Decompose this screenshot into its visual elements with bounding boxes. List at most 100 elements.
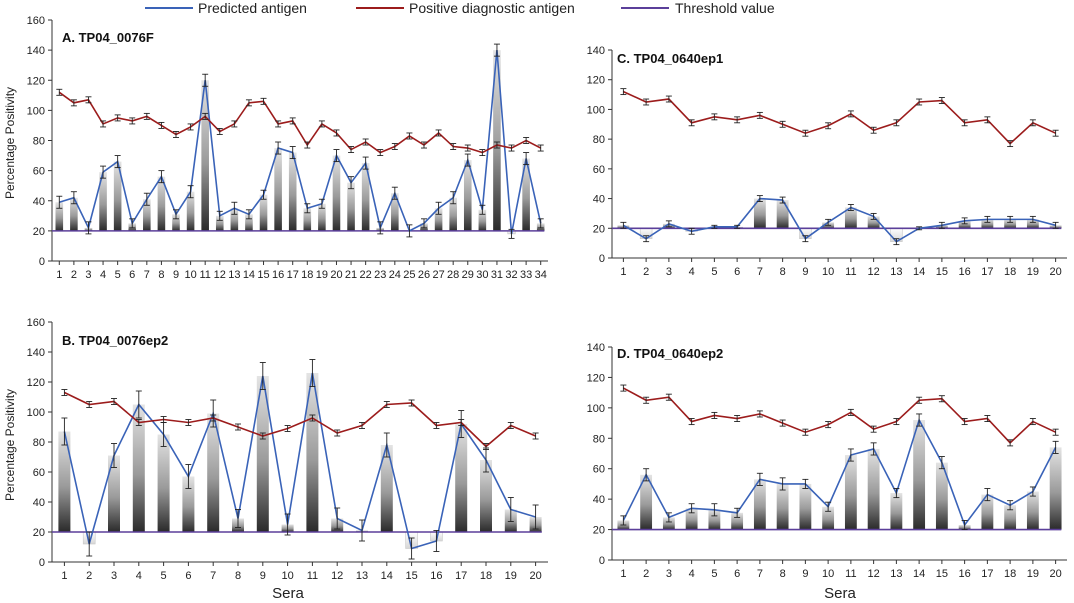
x-tick-label: 8 <box>780 266 786 278</box>
y-tick-label: 60 <box>593 164 605 176</box>
predicted-bar <box>1049 447 1062 530</box>
predicted-bar <box>478 209 487 231</box>
y-tick-label: 120 <box>27 377 45 389</box>
x-tick-label: 12 <box>868 266 880 278</box>
x-tick-label: 1 <box>61 570 67 582</box>
predicted-bar <box>867 216 880 229</box>
y-tick-label: 60 <box>33 467 45 479</box>
panel-d: D. TP04_0640ep2 Sera 0204060801001201401… <box>587 342 1067 602</box>
x-tick-label: 1 <box>620 568 626 580</box>
x-tick-label: 29 <box>462 269 474 281</box>
x-tick-label: 6 <box>185 570 191 582</box>
predicted-line <box>59 50 542 235</box>
predicted-bar <box>274 148 282 231</box>
x-tick-label: 5 <box>115 269 121 281</box>
y-tick-label: 20 <box>33 527 45 539</box>
x-tick-label: 17 <box>981 266 993 278</box>
predicted-bar <box>1004 505 1017 530</box>
y-tick-label: 140 <box>27 347 45 359</box>
predicted-bar <box>55 202 64 231</box>
x-tick-label: 14 <box>381 570 393 582</box>
x-tick-label: 7 <box>757 568 763 580</box>
predicted-bar <box>685 508 698 530</box>
x-tick-label: 15 <box>936 266 948 278</box>
x-tick-label: 2 <box>643 266 649 278</box>
x-tick-label: 20 <box>330 269 342 281</box>
predicted-bar <box>1004 219 1017 229</box>
predicted-bar <box>913 420 926 530</box>
predicted-bar <box>58 431 71 532</box>
panel-c-title: C. TP04_0640ep1 <box>617 51 723 66</box>
predicted-bar <box>186 191 195 231</box>
x-tick-label: 6 <box>129 269 135 281</box>
x-tick-label: 9 <box>802 266 808 278</box>
x-tick-label: 31 <box>491 269 503 281</box>
predicted-bar <box>215 215 224 231</box>
x-tick-label: 16 <box>272 269 284 281</box>
x-tick-label: 13 <box>228 269 240 281</box>
x-tick-label: 3 <box>111 570 117 582</box>
x-tick-label: 15 <box>936 568 948 580</box>
predicted-bar <box>347 182 355 231</box>
predicted-line <box>622 417 1057 527</box>
predicted-bar <box>259 194 268 231</box>
predicted-bar <box>182 476 195 532</box>
x-tick-label: 6 <box>734 568 740 580</box>
x-tick-label: 18 <box>1004 266 1016 278</box>
y-tick-label: 100 <box>27 105 45 117</box>
predicted-bar <box>753 198 766 229</box>
x-tick-label: 17 <box>455 570 467 582</box>
x-tick-label: 19 <box>1027 568 1039 580</box>
y-tick-label: 20 <box>33 226 45 238</box>
y-tick-label: 80 <box>593 433 605 445</box>
y-tick-label: 0 <box>39 557 45 569</box>
y-tick-label: 0 <box>39 256 45 268</box>
predicted-bar <box>288 152 297 231</box>
x-tick-label: 15 <box>257 269 269 281</box>
predicted-bar <box>99 172 107 231</box>
predicted-bar <box>380 445 393 532</box>
x-tick-label: 1 <box>56 269 62 281</box>
x-tick-label: 11 <box>307 570 318 582</box>
x-tick-label: 2 <box>71 269 77 281</box>
x-tick-label: 11 <box>199 269 210 281</box>
predicted-bar <box>776 200 789 229</box>
x-tick-label: 3 <box>85 269 91 281</box>
x-tick-label: 8 <box>235 570 241 582</box>
x-tick-label: 10 <box>184 269 196 281</box>
x-tick-label: 9 <box>260 570 266 582</box>
predicted-bar <box>361 163 370 231</box>
predicted-bar <box>799 483 812 530</box>
x-tick-label: 1 <box>620 266 626 278</box>
x-tick-label: 18 <box>480 570 492 582</box>
positive-line <box>64 391 536 448</box>
x-tick-label: 10 <box>822 568 834 580</box>
x-tick-label: 26 <box>418 269 430 281</box>
x-tick-label: 19 <box>316 269 328 281</box>
predicted-bar <box>303 208 312 231</box>
x-tick-label: 13 <box>890 266 902 278</box>
x-tick-label: 32 <box>505 269 517 281</box>
predicted-bar <box>844 207 857 229</box>
predicted-bar <box>753 479 766 530</box>
x-tick-label: 16 <box>430 570 442 582</box>
legend-predicted-label: Predicted antigen <box>198 0 307 16</box>
predicted-bar <box>708 509 721 530</box>
panel-a-ylabel: Percentage Positivity <box>3 87 17 199</box>
y-tick-label: 140 <box>587 342 605 354</box>
x-tick-label: 8 <box>158 269 164 281</box>
x-tick-label: 14 <box>243 269 255 281</box>
y-tick-label: 60 <box>593 464 605 476</box>
predicted-bar <box>306 373 319 532</box>
predicted-bar <box>143 199 151 231</box>
predicted-bar <box>640 474 653 530</box>
x-tick-label: 7 <box>210 570 216 582</box>
x-tick-label: 20 <box>1050 266 1062 278</box>
x-tick-label: 20 <box>529 570 541 582</box>
predicted-bar <box>70 197 78 231</box>
predicted-bar <box>207 413 220 532</box>
predicted-bar <box>480 460 492 532</box>
